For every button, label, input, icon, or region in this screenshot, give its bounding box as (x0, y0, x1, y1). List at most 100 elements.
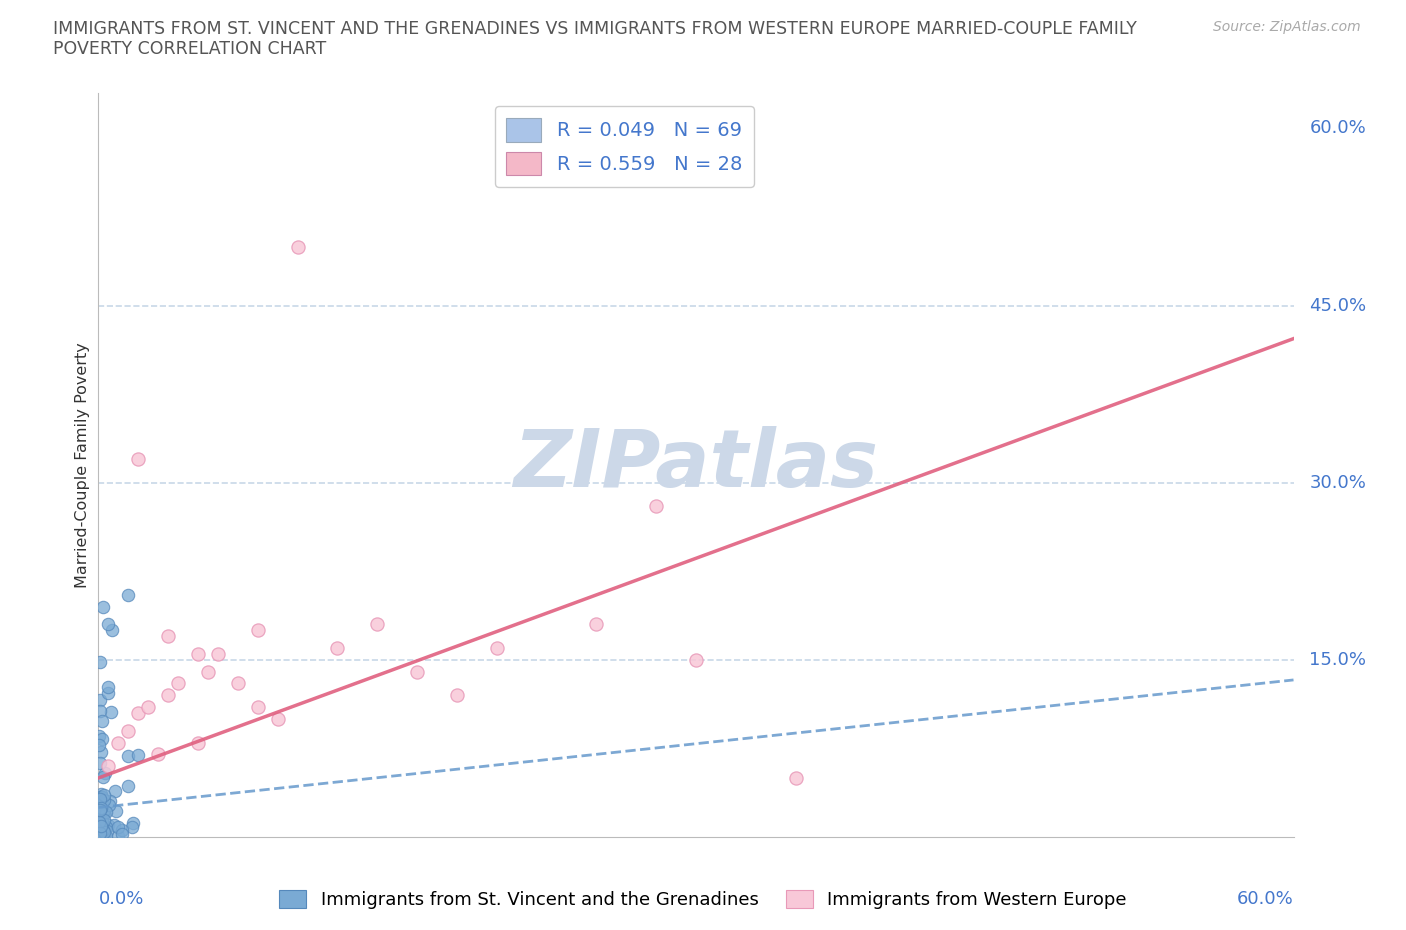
Point (406, 664, 429, 679)
Y-axis label: Married-Couple Family Poverty: Married-Couple Family Poverty (75, 342, 90, 588)
Point (93, 812, 115, 827)
Point (89, 791, 111, 806)
Point (685, 653, 707, 668)
Point (122, 816, 145, 830)
Point (117, 778, 139, 793)
Point (89, 814, 111, 829)
Point (107, 829, 129, 844)
Point (207, 646, 229, 661)
Point (226, 676, 249, 691)
Point (94, 765, 117, 780)
Point (90, 745, 112, 760)
Point (107, 735, 129, 750)
Point (89, 829, 111, 844)
Text: Source: ZipAtlas.com: Source: ZipAtlas.com (1213, 20, 1361, 34)
Point (87, 728, 110, 743)
Text: 0.0%: 0.0% (98, 890, 143, 908)
Point (89, 794, 111, 809)
Point (93, 824, 115, 839)
Point (127, 452, 149, 467)
Point (87, 805, 110, 820)
Point (96, 617, 118, 631)
Point (111, 826, 134, 841)
Point (90, 828, 112, 843)
Point (366, 617, 388, 631)
Point (93, 803, 115, 817)
Point (91, 790, 114, 804)
Point (111, 822, 134, 837)
Point (87, 790, 110, 805)
Point (89, 693, 111, 708)
Point (87, 815, 110, 830)
Point (645, 498, 668, 513)
Text: IMMIGRANTS FROM ST. VINCENT AND THE GRENADINES VS IMMIGRANTS FROM WESTERN EUROPE: IMMIGRANTS FROM ST. VINCENT AND THE GREN… (53, 20, 1137, 38)
Point (98, 798, 121, 813)
Point (93, 805, 115, 820)
Point (96, 804, 118, 819)
Point (117, 724, 139, 738)
Text: POVERTY CORRELATION CHART: POVERTY CORRELATION CHART (53, 40, 326, 58)
Point (93, 769, 115, 784)
Point (187, 646, 209, 661)
Point (127, 748, 149, 763)
Point (89, 655, 111, 670)
Point (97, 817, 120, 832)
Point (187, 735, 209, 750)
Text: 15.0%: 15.0% (1309, 651, 1367, 669)
Point (89, 703, 111, 718)
Point (326, 641, 349, 656)
Point (91, 823, 114, 838)
Point (197, 664, 219, 679)
Point (157, 688, 180, 703)
Point (90, 801, 112, 816)
Point (117, 749, 139, 764)
Point (90, 819, 112, 834)
Point (93, 828, 115, 843)
Point (91, 732, 114, 747)
Point (89, 819, 111, 834)
Point (117, 588, 139, 603)
Point (167, 676, 190, 691)
Point (93, 788, 115, 803)
Point (89, 826, 111, 841)
Point (97, 759, 120, 774)
Point (90, 817, 112, 831)
Point (103, 818, 125, 833)
Point (87, 794, 110, 809)
Point (96, 824, 118, 839)
Point (89, 755, 111, 770)
Point (157, 629, 180, 644)
Point (121, 820, 143, 835)
Point (246, 623, 269, 638)
Point (267, 711, 290, 726)
Point (98, 794, 121, 809)
Text: ZIPatlas: ZIPatlas (513, 426, 879, 504)
Point (148, 747, 170, 762)
Point (94, 819, 117, 834)
Point (89, 825, 111, 840)
Point (90, 787, 112, 802)
Point (87, 737, 110, 752)
Point (91, 713, 114, 728)
Legend: R = 0.049   N = 69, R = 0.559   N = 28: R = 0.049 N = 69, R = 0.559 N = 28 (495, 106, 754, 187)
Point (127, 706, 149, 721)
Point (100, 623, 122, 638)
Point (585, 617, 607, 631)
Point (97, 679, 120, 694)
Point (287, 239, 309, 254)
Text: 30.0%: 30.0% (1309, 473, 1367, 492)
Text: 60.0%: 60.0% (1309, 119, 1367, 138)
Point (93, 793, 115, 808)
Text: 45.0%: 45.0% (1309, 297, 1367, 314)
Point (87, 816, 110, 830)
Point (246, 699, 269, 714)
Point (107, 819, 129, 834)
Legend: Immigrants from St. Vincent and the Grenadines, Immigrants from Western Europe: Immigrants from St. Vincent and the Gren… (271, 883, 1135, 916)
Point (785, 771, 807, 786)
Point (104, 783, 127, 798)
Point (89, 803, 111, 817)
Point (94, 829, 117, 844)
Point (105, 804, 128, 818)
Point (91, 814, 114, 829)
Point (94, 820, 117, 835)
